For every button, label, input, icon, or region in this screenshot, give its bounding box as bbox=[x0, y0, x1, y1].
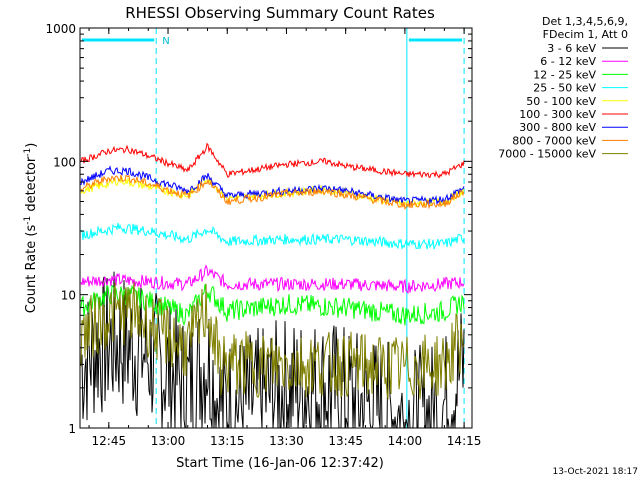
series-lines bbox=[80, 142, 465, 429]
legend-label: 300 - 800 keV bbox=[519, 121, 596, 134]
y-tick-label: 1000 bbox=[45, 22, 76, 36]
series-line-8 bbox=[80, 281, 465, 400]
night-marker-label: N bbox=[162, 36, 169, 47]
x-tick-label: 13:00 bbox=[151, 434, 186, 448]
series-line-6 bbox=[80, 165, 465, 206]
legend-label: 800 - 7000 keV bbox=[512, 134, 596, 147]
x-tick-label: 13:45 bbox=[328, 434, 363, 448]
legend-label: 100 - 300 keV bbox=[519, 108, 596, 121]
x-tick-label: 13:15 bbox=[210, 434, 245, 448]
y-tick-label: 1 bbox=[68, 422, 76, 436]
chart-title: RHESSI Observing Summary Count Rates bbox=[125, 4, 435, 22]
axis-ticks: 12:45 13:00 13:15 13:30 13:45 14:00 14:15 1 10 10… bbox=[45, 22, 481, 448]
legend-label: 7000 - 15000 keV bbox=[498, 148, 596, 161]
series-line-3 bbox=[80, 222, 465, 250]
y-tick-label: 10 bbox=[61, 289, 76, 303]
legend-header-1: Det 1,3,4,5,6,9, bbox=[542, 15, 628, 28]
legend-header-2: FDecim 1, Att 0 bbox=[543, 28, 628, 41]
legend-label: 25 - 50 keV bbox=[533, 82, 596, 95]
legend-label: 6 - 12 keV bbox=[540, 55, 596, 68]
y-tick-label: 100 bbox=[53, 155, 76, 169]
x-tick-label: 12:45 bbox=[92, 434, 127, 448]
series-line-7 bbox=[80, 174, 465, 210]
legend-label: 12 - 25 keV bbox=[533, 68, 596, 81]
footer-timestamp: 13-Oct-2021 18:17 bbox=[553, 467, 638, 477]
x-tick-label: 14:00 bbox=[388, 434, 423, 448]
plot-frame bbox=[79, 27, 473, 429]
series-line-2 bbox=[80, 284, 465, 326]
legend-label: 3 - 6 keV bbox=[547, 42, 596, 55]
x-axis-label: Start Time (16-Jan-06 12:37:42) bbox=[176, 456, 384, 471]
y-axis-label: Count Rate (s-1 detector-1) bbox=[23, 143, 39, 314]
x-tick-label: 14:15 bbox=[447, 434, 482, 448]
series-line-1 bbox=[80, 264, 465, 295]
legend-label: 50 - 100 keV bbox=[526, 95, 596, 108]
x-tick-label: 13:30 bbox=[269, 434, 304, 448]
series-line-0 bbox=[80, 271, 465, 429]
series-line-5 bbox=[80, 142, 465, 179]
